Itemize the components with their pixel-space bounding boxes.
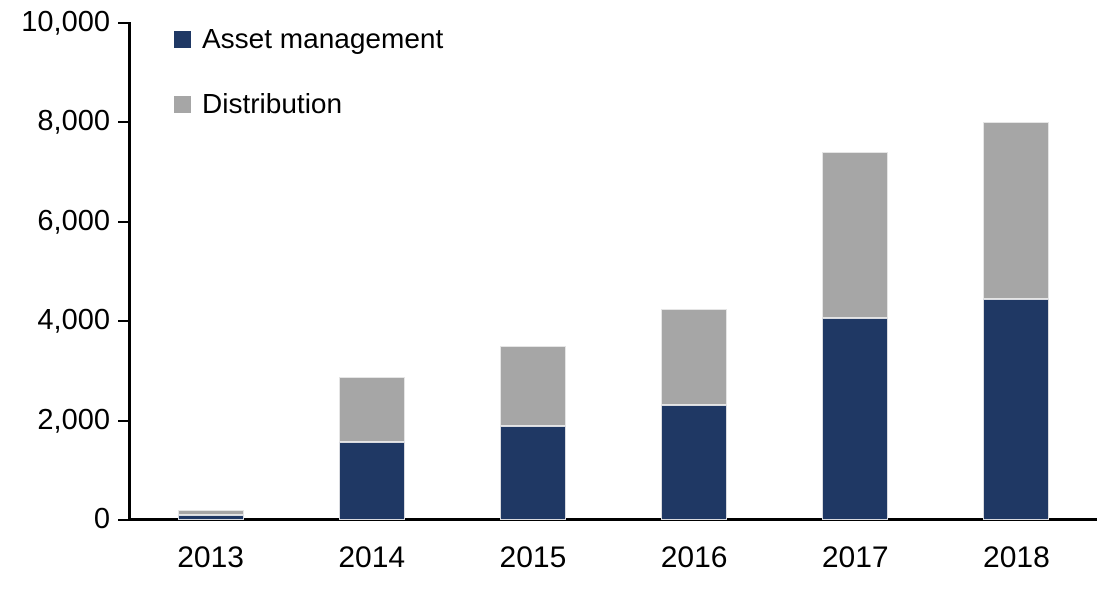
x-tick-label-2017: 2017: [821, 541, 889, 574]
bar-2015-distribution: [499, 346, 566, 426]
legend-item-asset-management: Asset management: [174, 22, 443, 56]
bar-2014-distribution: [338, 377, 405, 443]
legend-label-asset-management: Asset management: [202, 23, 444, 54]
x-tick-label-2018: 2018: [983, 541, 1050, 574]
y-tick-mark: [118, 320, 128, 323]
x-tick-label-2016: 2016: [660, 541, 728, 574]
legend-swatch-distribution: [174, 95, 191, 113]
bar-2018-distribution: [983, 122, 1050, 300]
bar-2018-asset-management: [983, 299, 1050, 520]
legend-item-distribution: Distribution: [174, 87, 443, 121]
y-tick-mark: [118, 22, 128, 24]
legend-label-distribution: Distribution: [202, 88, 343, 119]
x-tick-label-2013: 2013: [177, 541, 244, 574]
y-tick-label: 0: [93, 503, 110, 535]
y-tick-mark: [118, 121, 128, 124]
bar-2017-distribution: [822, 152, 889, 319]
y-tick-label: 10,000: [21, 6, 110, 38]
bar-2015-asset-management: [499, 425, 566, 520]
y-tick-label: 8,000: [37, 105, 110, 138]
bar-2013-asset-management: [177, 515, 244, 520]
x-tick-label-2015: 2015: [499, 541, 567, 574]
bar-2017-asset-management: [822, 318, 889, 520]
legend-swatch-asset-management: [174, 30, 191, 48]
x-tick-label-2014: 2014: [338, 541, 406, 574]
y-axis-line: [128, 22, 131, 521]
y-tick-label: 2,000: [37, 403, 110, 436]
x-axis-line: [128, 518, 1097, 521]
y-tick-mark: [118, 220, 128, 223]
y-tick-mark: [118, 519, 128, 521]
bar-2016-asset-management: [661, 404, 728, 520]
y-tick-label: 4,000: [37, 304, 110, 337]
bar-2013-distribution: [177, 510, 244, 516]
y-tick-mark: [118, 419, 128, 422]
y-tick-label: 6,000: [37, 204, 110, 237]
bar-2016-distribution: [661, 308, 728, 405]
bar-2014-asset-management: [338, 442, 405, 520]
legend: Asset management Distribution: [174, 22, 443, 121]
